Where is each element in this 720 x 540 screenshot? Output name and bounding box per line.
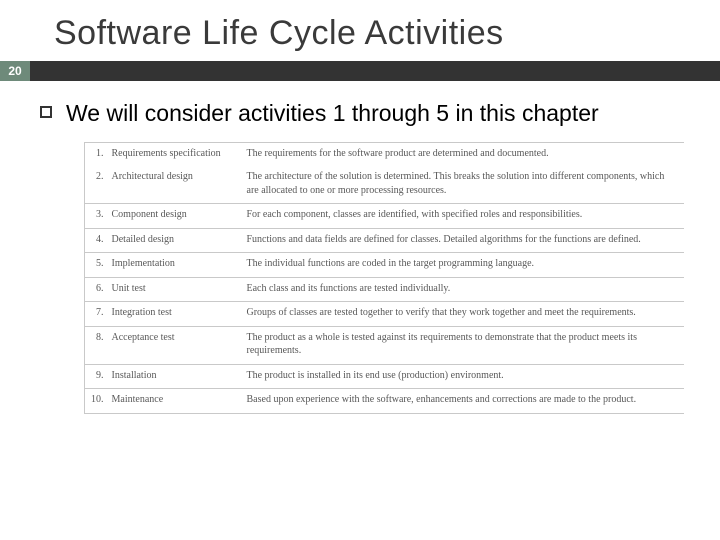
activity-name: Acceptance test: [106, 326, 241, 364]
activity-number: 10.: [85, 389, 106, 414]
activity-number: 6.: [85, 277, 106, 302]
activity-name: Integration test: [106, 302, 241, 327]
slide-title: Software Life Cycle Activities: [0, 0, 720, 61]
table-row: 7.Integration testGroups of classes are …: [85, 302, 684, 327]
activity-name: Installation: [106, 364, 241, 389]
activity-name: Maintenance: [106, 389, 241, 414]
table-row: 10.MaintenanceBased upon experience with…: [85, 389, 684, 414]
table-row: 5.ImplementationThe individual functions…: [85, 253, 684, 278]
activities-table: 1.Requirements specificationThe requirem…: [85, 142, 684, 414]
activity-number: 3.: [85, 204, 106, 229]
table-row: 8.Acceptance testThe product as a whole …: [85, 326, 684, 364]
activity-description: The product is installed in its end use …: [241, 364, 685, 389]
page-number: 20: [0, 61, 30, 81]
activity-number: 1.: [85, 142, 106, 166]
activity-description: The architecture of the solution is dete…: [241, 166, 685, 204]
activity-number: 7.: [85, 302, 106, 327]
bullet-text: We will consider activities 1 through 5 …: [66, 99, 599, 128]
activity-name: Component design: [106, 204, 241, 229]
table-row: 4.Detailed designFunctions and data fiel…: [85, 228, 684, 253]
activity-number: 8.: [85, 326, 106, 364]
square-bullet-icon: [40, 106, 52, 118]
slide-body: We will consider activities 1 through 5 …: [0, 81, 720, 414]
activity-number: 4.: [85, 228, 106, 253]
activity-description: Each class and its functions are tested …: [241, 277, 685, 302]
activity-description: Functions and data fields are defined fo…: [241, 228, 685, 253]
activity-number: 5.: [85, 253, 106, 278]
activity-name: Requirements specification: [106, 142, 241, 166]
activities-table-container: 1.Requirements specificationThe requirem…: [84, 142, 684, 414]
activity-description: The requirements for the software produc…: [241, 142, 685, 166]
bullet-item: We will consider activities 1 through 5 …: [40, 99, 680, 128]
table-row: 6.Unit testEach class and its functions …: [85, 277, 684, 302]
activity-name: Detailed design: [106, 228, 241, 253]
activity-name: Unit test: [106, 277, 241, 302]
activity-number: 2.: [85, 166, 106, 204]
activity-description: The individual functions are coded in th…: [241, 253, 685, 278]
table-row: 1.Requirements specificationThe requirem…: [85, 142, 684, 166]
activity-description: Groups of classes are tested together to…: [241, 302, 685, 327]
table-row: 2.Architectural designThe architecture o…: [85, 166, 684, 204]
activity-name: Architectural design: [106, 166, 241, 204]
activity-description: For each component, classes are identifi…: [241, 204, 685, 229]
activity-number: 9.: [85, 364, 106, 389]
table-row: 9.InstallationThe product is installed i…: [85, 364, 684, 389]
activity-description: Based upon experience with the software,…: [241, 389, 685, 414]
page-number-bar: 20: [0, 61, 720, 81]
table-row: 3.Component designFor each component, cl…: [85, 204, 684, 229]
activity-description: The product as a whole is tested against…: [241, 326, 685, 364]
activity-name: Implementation: [106, 253, 241, 278]
